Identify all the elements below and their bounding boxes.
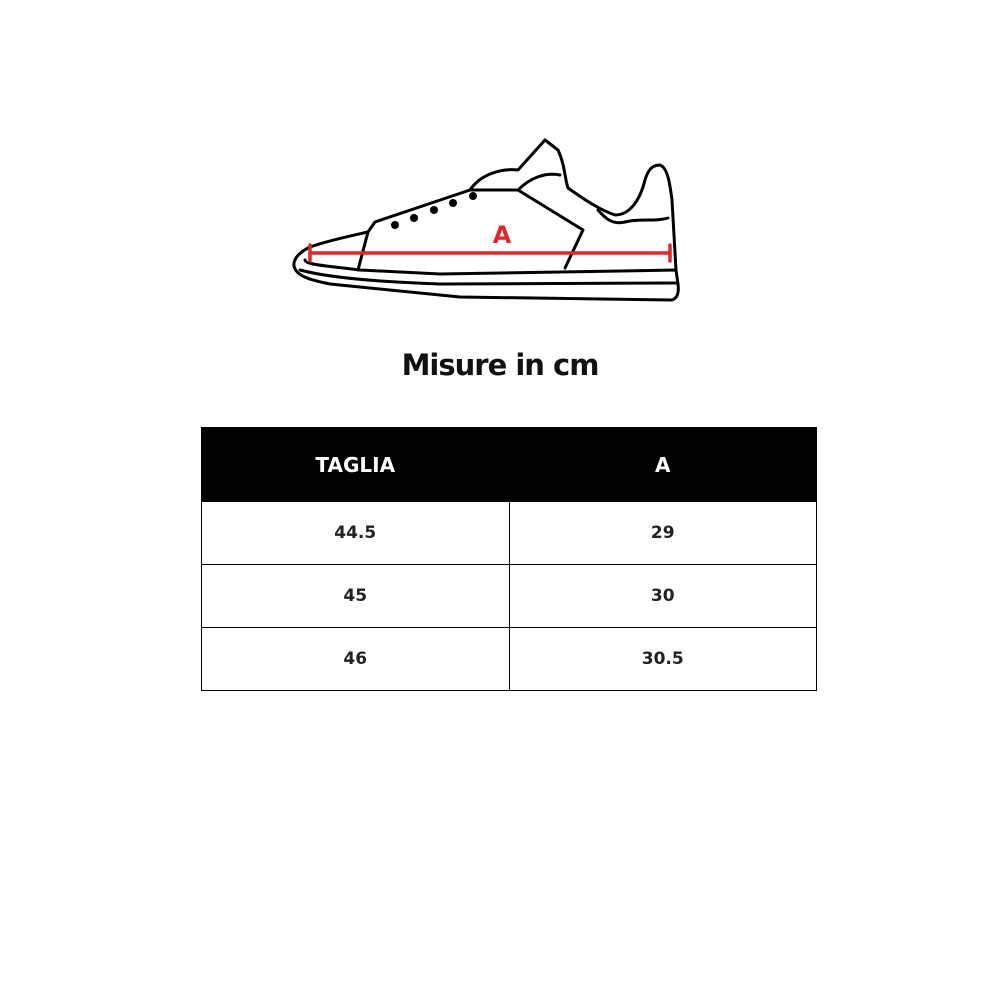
table-header-row: TAGLIA A (201, 427, 817, 502)
cell-size: 44.5 (201, 501, 510, 565)
shoe-upper (308, 188, 585, 270)
measure-label-a: A (493, 221, 512, 249)
shoe-illustration: A (292, 138, 680, 302)
laces (391, 192, 477, 229)
size-table: TAGLIA A 44.5 29 45 30 46 30.5 (201, 427, 817, 691)
table-row: 46 30.5 (201, 627, 817, 691)
header-a: A (508, 427, 817, 502)
table-row: 44.5 29 (201, 501, 817, 565)
cell-size: 45 (201, 564, 510, 628)
shoe-tongue (468, 138, 678, 272)
page-title: Misure in cm (401, 348, 600, 382)
shoe-midsole-line (298, 268, 678, 286)
header-taglia: TAGLIA (201, 427, 510, 502)
cell-a: 29 (508, 501, 817, 565)
measure-line-a (308, 243, 672, 263)
shoe-collar (596, 208, 670, 225)
cell-a: 30.5 (508, 627, 817, 691)
shoe-vamp-line (356, 230, 370, 272)
cell-a: 30 (508, 564, 817, 628)
table-row: 45 30 (201, 564, 817, 628)
shoe-sole (292, 245, 680, 302)
cell-size: 46 (201, 627, 510, 691)
shoe-inner-line (516, 172, 562, 192)
